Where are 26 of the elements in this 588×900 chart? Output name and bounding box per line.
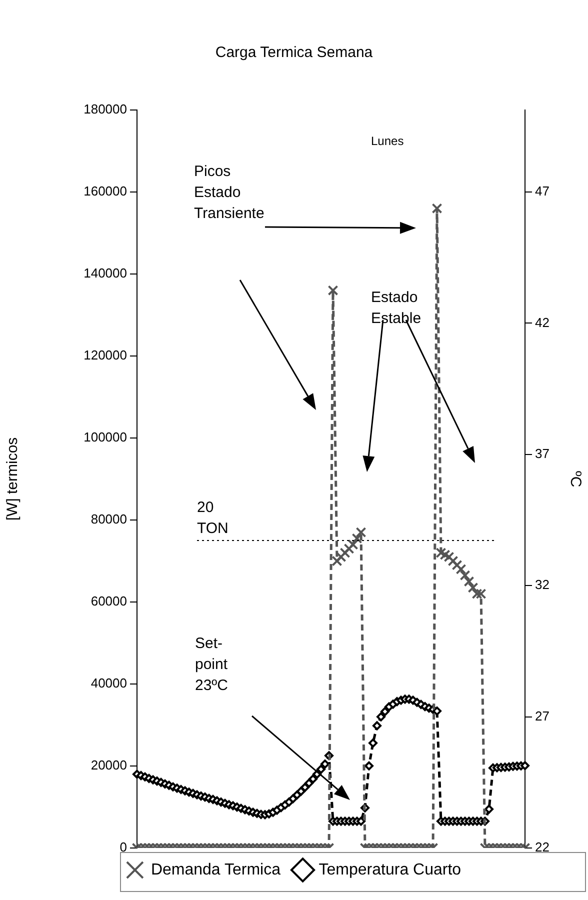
y2-axis-title: ºC (566, 470, 584, 488)
y-tick-label: 100000 (84, 430, 127, 445)
y-tick-label: 20000 (90, 758, 127, 773)
y-tick-label: 0 (120, 840, 127, 855)
y2-tick-label: 22 (535, 840, 550, 855)
annotation: Estado Estable (371, 288, 422, 329)
annotation: Lunes (371, 133, 405, 150)
y2-tick-label: 37 (535, 446, 550, 461)
ref-line-label: 20 TON (197, 498, 230, 539)
y-tick-label: 40000 (90, 676, 127, 691)
chart-title: Carga Termica Semana (215, 44, 374, 62)
annotation: Set-point 23ºC (195, 634, 229, 696)
legend-label: Temperatura Cuarto (318, 861, 462, 878)
y2-tick-label: 27 (535, 708, 550, 724)
y-tick-label: 120000 (84, 348, 127, 363)
y2-tick-label: 32 (535, 577, 550, 592)
y-axis-title: [W] termicos (4, 437, 22, 521)
y-tick-label: 180000 (84, 102, 127, 117)
legend-label: Demanda Termica (150, 861, 281, 878)
y-tick-label: 80000 (90, 512, 127, 527)
annotation: Picos Estado Transiente (194, 162, 266, 224)
y-tick-label: 60000 (90, 594, 127, 609)
y2-tick-label: 47 (535, 184, 550, 199)
y-tick-label: 140000 (84, 266, 127, 281)
y2-tick-label: 42 (535, 314, 550, 330)
y-tick-label: 160000 (84, 184, 127, 199)
